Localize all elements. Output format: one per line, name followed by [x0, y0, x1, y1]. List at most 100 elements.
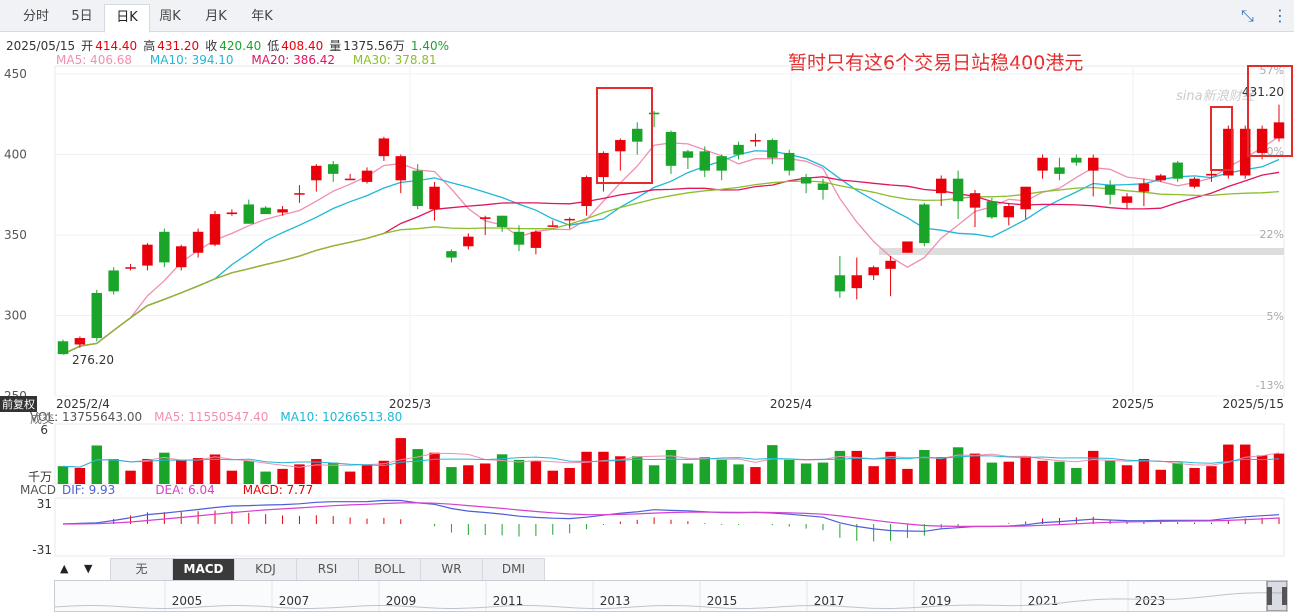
volume-bar: [159, 452, 170, 484]
volume-panel: [54, 423, 1285, 485]
quote-volume: 1375.56万: [343, 39, 405, 53]
tab-yearly-k[interactable]: 年K: [251, 9, 273, 24]
right-tick-label: 57%: [1260, 64, 1284, 77]
ind-tab-none[interactable]: 无: [110, 558, 173, 581]
volume-bar: [547, 470, 559, 484]
volume-bar: [1155, 469, 1167, 484]
candle-body: [615, 140, 626, 152]
candle-body: [665, 132, 677, 166]
candle-body: [294, 193, 305, 195]
candle-body: [159, 231, 170, 263]
ma20-label: MA20: 386.42: [251, 53, 336, 67]
dea-line: [62, 502, 1280, 527]
volume-bar: [1138, 458, 1150, 484]
volume-bar: [192, 458, 204, 484]
macd-value: MACD: 7.77: [242, 483, 314, 497]
candle-body: [817, 183, 829, 190]
candle-body: [1138, 183, 1150, 192]
volume-bar: [226, 470, 238, 484]
candle-body: [902, 241, 913, 253]
volume-bar: [1256, 455, 1268, 484]
volume-bar: [699, 457, 711, 484]
candle-body: [327, 164, 339, 174]
candle-body: [1239, 128, 1251, 176]
right-tick-label: -13%: [1256, 379, 1284, 392]
tab-weekly-k[interactable]: 周K: [159, 9, 181, 24]
volume-bar: [277, 468, 288, 484]
candle-body: [885, 260, 896, 269]
candle-body: [412, 170, 423, 207]
x-tick-label: 2025/4: [770, 397, 812, 411]
candle-body: [209, 214, 221, 245]
volume-bar: [1273, 453, 1285, 484]
volume-bar: [767, 445, 778, 484]
highlight-box-may-a: [1210, 106, 1233, 171]
volume-bar: [1037, 460, 1048, 484]
volume-bar: [885, 451, 896, 484]
navigator-year-label: 2013: [600, 594, 631, 608]
candle-body: [1155, 175, 1167, 181]
tab-daily-k[interactable]: 日K: [104, 4, 150, 33]
candle-body: [91, 292, 103, 339]
timeline-navigator[interactable]: 2005 2007 2009 2011 2013 2015 2017 2019 2021 2023: [54, 580, 1288, 612]
candle-body: [919, 204, 930, 244]
candle-body: [750, 140, 761, 142]
volume-bar: [902, 468, 913, 484]
y-tick-label: 400: [4, 148, 27, 162]
ind-tab-wr[interactable]: WR: [420, 558, 483, 581]
tab-monthly-k[interactable]: 月K: [205, 9, 227, 24]
right-tick-label: 22%: [1260, 228, 1284, 241]
right-tick-label: 5%: [1267, 310, 1284, 323]
volume-bar: [817, 462, 829, 484]
navigator-handle-right: [1282, 587, 1287, 605]
ind-tab-kdj[interactable]: KDJ: [234, 558, 297, 581]
candle-body: [277, 209, 288, 213]
volume-bar: [952, 447, 964, 484]
ind-tab-dmi[interactable]: DMI: [482, 558, 545, 581]
navigator-line: [54, 592, 1288, 610]
navigator-year-label: 2007: [279, 594, 310, 608]
candle-body: [1256, 128, 1268, 153]
candle-body: [952, 178, 964, 202]
chart-annotation: 暂时只有这6个交易日站稳400港元: [788, 52, 1084, 74]
ind-tab-boll[interactable]: BOLL: [358, 558, 421, 581]
more-icon[interactable]: ⋮: [1272, 6, 1288, 25]
candle-body: [429, 186, 440, 210]
volume-bar: [919, 449, 930, 484]
x-tick-label: 2025/3: [389, 397, 431, 411]
volume-bar: [750, 467, 761, 484]
candle-body: [783, 152, 795, 171]
volume-bar: [108, 458, 119, 484]
volume-bar: [142, 458, 153, 484]
volume-bar: [631, 456, 643, 484]
highlight-box-may-b: [1247, 65, 1293, 157]
volume-bar: [648, 465, 660, 484]
volume-bar: [327, 462, 339, 484]
volume-bar: [1121, 465, 1133, 484]
candle-body: [344, 178, 356, 181]
candle-body: [1223, 128, 1234, 176]
volume-bar: [1020, 456, 1031, 484]
ma5-line: [62, 135, 1280, 355]
tab-intraday[interactable]: 分时: [22, 9, 49, 24]
volume-ma5-line: [62, 452, 1280, 468]
candle-body: [378, 138, 390, 157]
tab-5day[interactable]: 5日: [71, 9, 93, 24]
ma30-label: MA30: 378.81: [352, 53, 437, 67]
arrow-up-icon[interactable]: ▲: [60, 562, 69, 575]
navigator-chart: 2005 2007 2009 2011 2013 2015 2017 2019 2021 2023: [54, 580, 1288, 612]
candle-body: [1020, 186, 1031, 210]
volume-bar: [361, 465, 373, 484]
volume-bar: [243, 460, 255, 484]
ind-tab-macd[interactable]: MACD: [172, 558, 235, 581]
arrow-down-icon[interactable]: ▼: [84, 562, 93, 575]
candle-body: [530, 231, 542, 248]
ind-tab-rsi[interactable]: RSI: [296, 558, 359, 581]
candle-body: [935, 178, 947, 194]
candle-body: [1087, 157, 1099, 171]
expand-icon[interactable]: ⤡: [1241, 6, 1254, 25]
navigator-year-label: 2023: [1135, 594, 1166, 608]
ma20-line: [62, 171, 1280, 355]
candle-body: [1003, 206, 1015, 218]
candle-body: [57, 341, 69, 355]
